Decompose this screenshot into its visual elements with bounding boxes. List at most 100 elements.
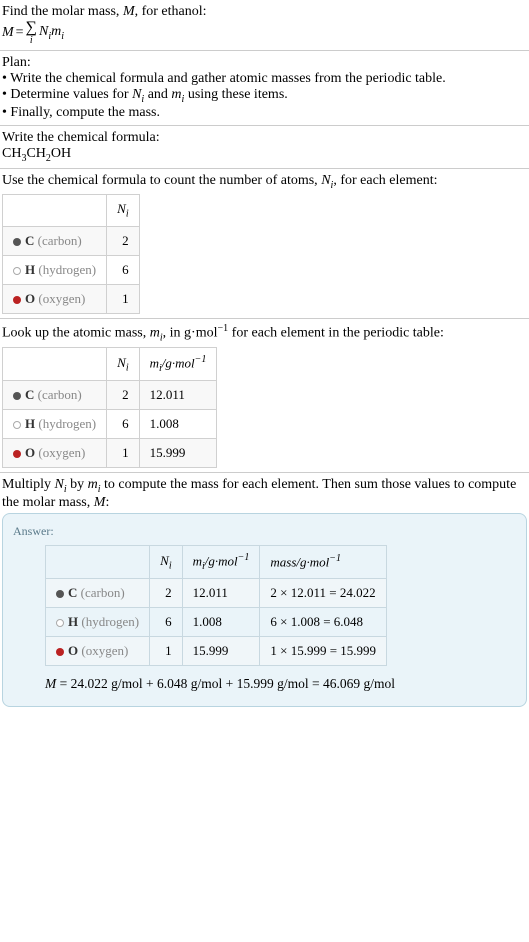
table-row: H (hydrogen) 6 1.008 bbox=[3, 410, 217, 439]
n-cell: 6 bbox=[107, 410, 139, 439]
table-header-row: Ni mi/g·mol−1 bbox=[3, 348, 217, 381]
n-cell: 2 bbox=[107, 226, 139, 255]
n-cell: 2 bbox=[150, 579, 182, 608]
var-Ni: N bbox=[55, 477, 64, 492]
table-header-row: Ni bbox=[3, 195, 140, 227]
plan-b2a: • Determine values for bbox=[2, 87, 132, 102]
table-row: O (oxygen) 1 bbox=[3, 284, 140, 313]
elem-name: (oxygen) bbox=[35, 445, 85, 460]
elem-sym: C bbox=[25, 387, 34, 402]
element-cell: H (hydrogen) bbox=[3, 255, 107, 284]
element-bullet-icon bbox=[13, 392, 21, 400]
table-row: C (carbon) 2 12.011 2 × 12.011 = 24.022 bbox=[46, 579, 387, 608]
elem-sym: H bbox=[25, 416, 35, 431]
elem-name: (hydrogen) bbox=[35, 262, 96, 277]
var-M: M bbox=[94, 495, 106, 510]
header-N: Ni bbox=[150, 546, 182, 579]
element-bullet-icon bbox=[56, 619, 64, 627]
mass-section: Look up the atomic mass, mi, in g·mol−1 … bbox=[0, 319, 529, 472]
header-N: Ni bbox=[107, 195, 139, 227]
table-row: H (hydrogen) 6 1.008 6 × 1.008 = 6.048 bbox=[46, 608, 387, 637]
final-equation: M = 24.022 g/mol + 6.048 g/mol + 15.999 … bbox=[45, 676, 498, 692]
var-mi: m bbox=[88, 477, 98, 492]
calc-cell: 2 × 12.011 = 24.022 bbox=[260, 579, 387, 608]
intro-line: Find the molar mass, M, for ethanol: bbox=[2, 4, 527, 20]
var-M: M bbox=[45, 676, 56, 691]
element-bullet-icon bbox=[56, 648, 64, 656]
m-cell: 12.011 bbox=[139, 381, 217, 410]
elem-name: (carbon) bbox=[34, 387, 81, 402]
m-cell: 12.011 bbox=[182, 579, 260, 608]
header-empty bbox=[3, 348, 107, 381]
table-row: C (carbon) 2 bbox=[3, 226, 140, 255]
mass-table: Ni mi/g·mol−1 C (carbon) 2 12.011 H (hyd… bbox=[2, 347, 217, 468]
element-bullet-icon bbox=[56, 590, 64, 598]
chem-formula-label: Write the chemical formula: bbox=[2, 130, 527, 146]
sum-index: i bbox=[30, 36, 33, 46]
sigma-icon: ∑ bbox=[26, 20, 37, 36]
step-molar-mass: Find the molar mass, M, for ethanol: M =… bbox=[0, 0, 529, 50]
element-cell: C (carbon) bbox=[46, 579, 150, 608]
elem-sym: H bbox=[25, 262, 35, 277]
mult-b: by bbox=[67, 477, 88, 492]
mass-intro: Look up the atomic mass, mi, in g·mol−1 … bbox=[2, 323, 527, 343]
element-bullet-icon bbox=[13, 421, 21, 429]
n-cell: 2 bbox=[107, 381, 139, 410]
header-empty bbox=[3, 195, 107, 227]
multiply-intro: Multiply Ni by mi to compute the mass fo… bbox=[2, 477, 527, 511]
count-intro: Use the chemical formula to count the nu… bbox=[2, 173, 527, 191]
intro-var: M bbox=[123, 4, 135, 19]
plan-section: Plan: • Write the chemical formula and g… bbox=[0, 51, 529, 125]
header-m: mi/g·mol−1 bbox=[182, 546, 260, 579]
header-mass: mass/g·mol−1 bbox=[260, 546, 387, 579]
elem-sym: O bbox=[25, 445, 35, 460]
plan-bullet-1: • Write the chemical formula and gather … bbox=[2, 71, 527, 87]
element-cell: O (oxygen) bbox=[3, 439, 107, 468]
elem-sym: O bbox=[68, 643, 78, 658]
mass-text-c: for each element in the periodic table: bbox=[228, 326, 444, 341]
plan-b2c: using these items. bbox=[184, 87, 287, 102]
plan-bullet-2: • Determine values for Ni and mi using t… bbox=[2, 87, 527, 105]
elem-name: (hydrogen) bbox=[78, 614, 139, 629]
m-cell: 15.999 bbox=[182, 637, 260, 666]
element-cell: C (carbon) bbox=[3, 226, 107, 255]
var-Ni: N bbox=[321, 173, 330, 188]
answer-table: Ni mi/g·mol−1 mass/g·mol−1 C (carbon) 2 … bbox=[45, 545, 387, 666]
elem-name: (oxygen) bbox=[35, 291, 85, 306]
m-cell: 1.008 bbox=[139, 410, 217, 439]
header-m: mi/g·mol−1 bbox=[139, 348, 217, 381]
table-row: O (oxygen) 1 15.999 bbox=[3, 439, 217, 468]
table-row: H (hydrogen) 6 bbox=[3, 255, 140, 284]
element-cell: H (hydrogen) bbox=[3, 410, 107, 439]
element-cell: O (oxygen) bbox=[46, 637, 150, 666]
var-mi: m bbox=[171, 87, 181, 102]
element-bullet-icon bbox=[13, 267, 21, 275]
chemical-formula-section: Write the chemical formula: CH3CH2OH bbox=[0, 126, 529, 168]
calc-cell: 1 × 15.999 = 15.999 bbox=[260, 637, 387, 666]
header-empty bbox=[46, 546, 150, 579]
n-cell: 6 bbox=[150, 608, 182, 637]
elem-sym: H bbox=[68, 614, 78, 629]
n-cell: 1 bbox=[150, 637, 182, 666]
intro-text-b: , for ethanol: bbox=[135, 4, 207, 19]
n-cell: 1 bbox=[107, 284, 139, 313]
elem-sym: O bbox=[25, 291, 35, 306]
mass-text-a: Look up the atomic mass, bbox=[2, 326, 150, 341]
plan-b2b: and bbox=[144, 87, 171, 102]
final-eq-rhs: = 24.022 g/mol + 6.048 g/mol + 15.999 g/… bbox=[56, 676, 395, 691]
sum-symbol: ∑ i bbox=[26, 20, 37, 46]
mass-text-b: , in g·mol bbox=[163, 326, 218, 341]
sum-term: Nimi bbox=[39, 24, 64, 42]
element-cell: O (oxygen) bbox=[3, 284, 107, 313]
sup-neg1: −1 bbox=[218, 323, 229, 334]
count-table: Ni C (carbon) 2 H (hydrogen) 6 O (oxygen… bbox=[2, 194, 140, 314]
plan-bullet-3: • Finally, compute the mass. bbox=[2, 105, 527, 121]
elem-name: (oxygen) bbox=[78, 643, 128, 658]
plan-title: Plan: bbox=[2, 55, 527, 71]
count-text-a: Use the chemical formula to count the nu… bbox=[2, 173, 321, 188]
count-text-b: , for each element: bbox=[333, 173, 437, 188]
table-header-row: Ni mi/g·mol−1 mass/g·mol−1 bbox=[46, 546, 387, 579]
element-cell: C (carbon) bbox=[3, 381, 107, 410]
answer-label: Answer: bbox=[13, 524, 498, 539]
n-cell: 6 bbox=[107, 255, 139, 284]
